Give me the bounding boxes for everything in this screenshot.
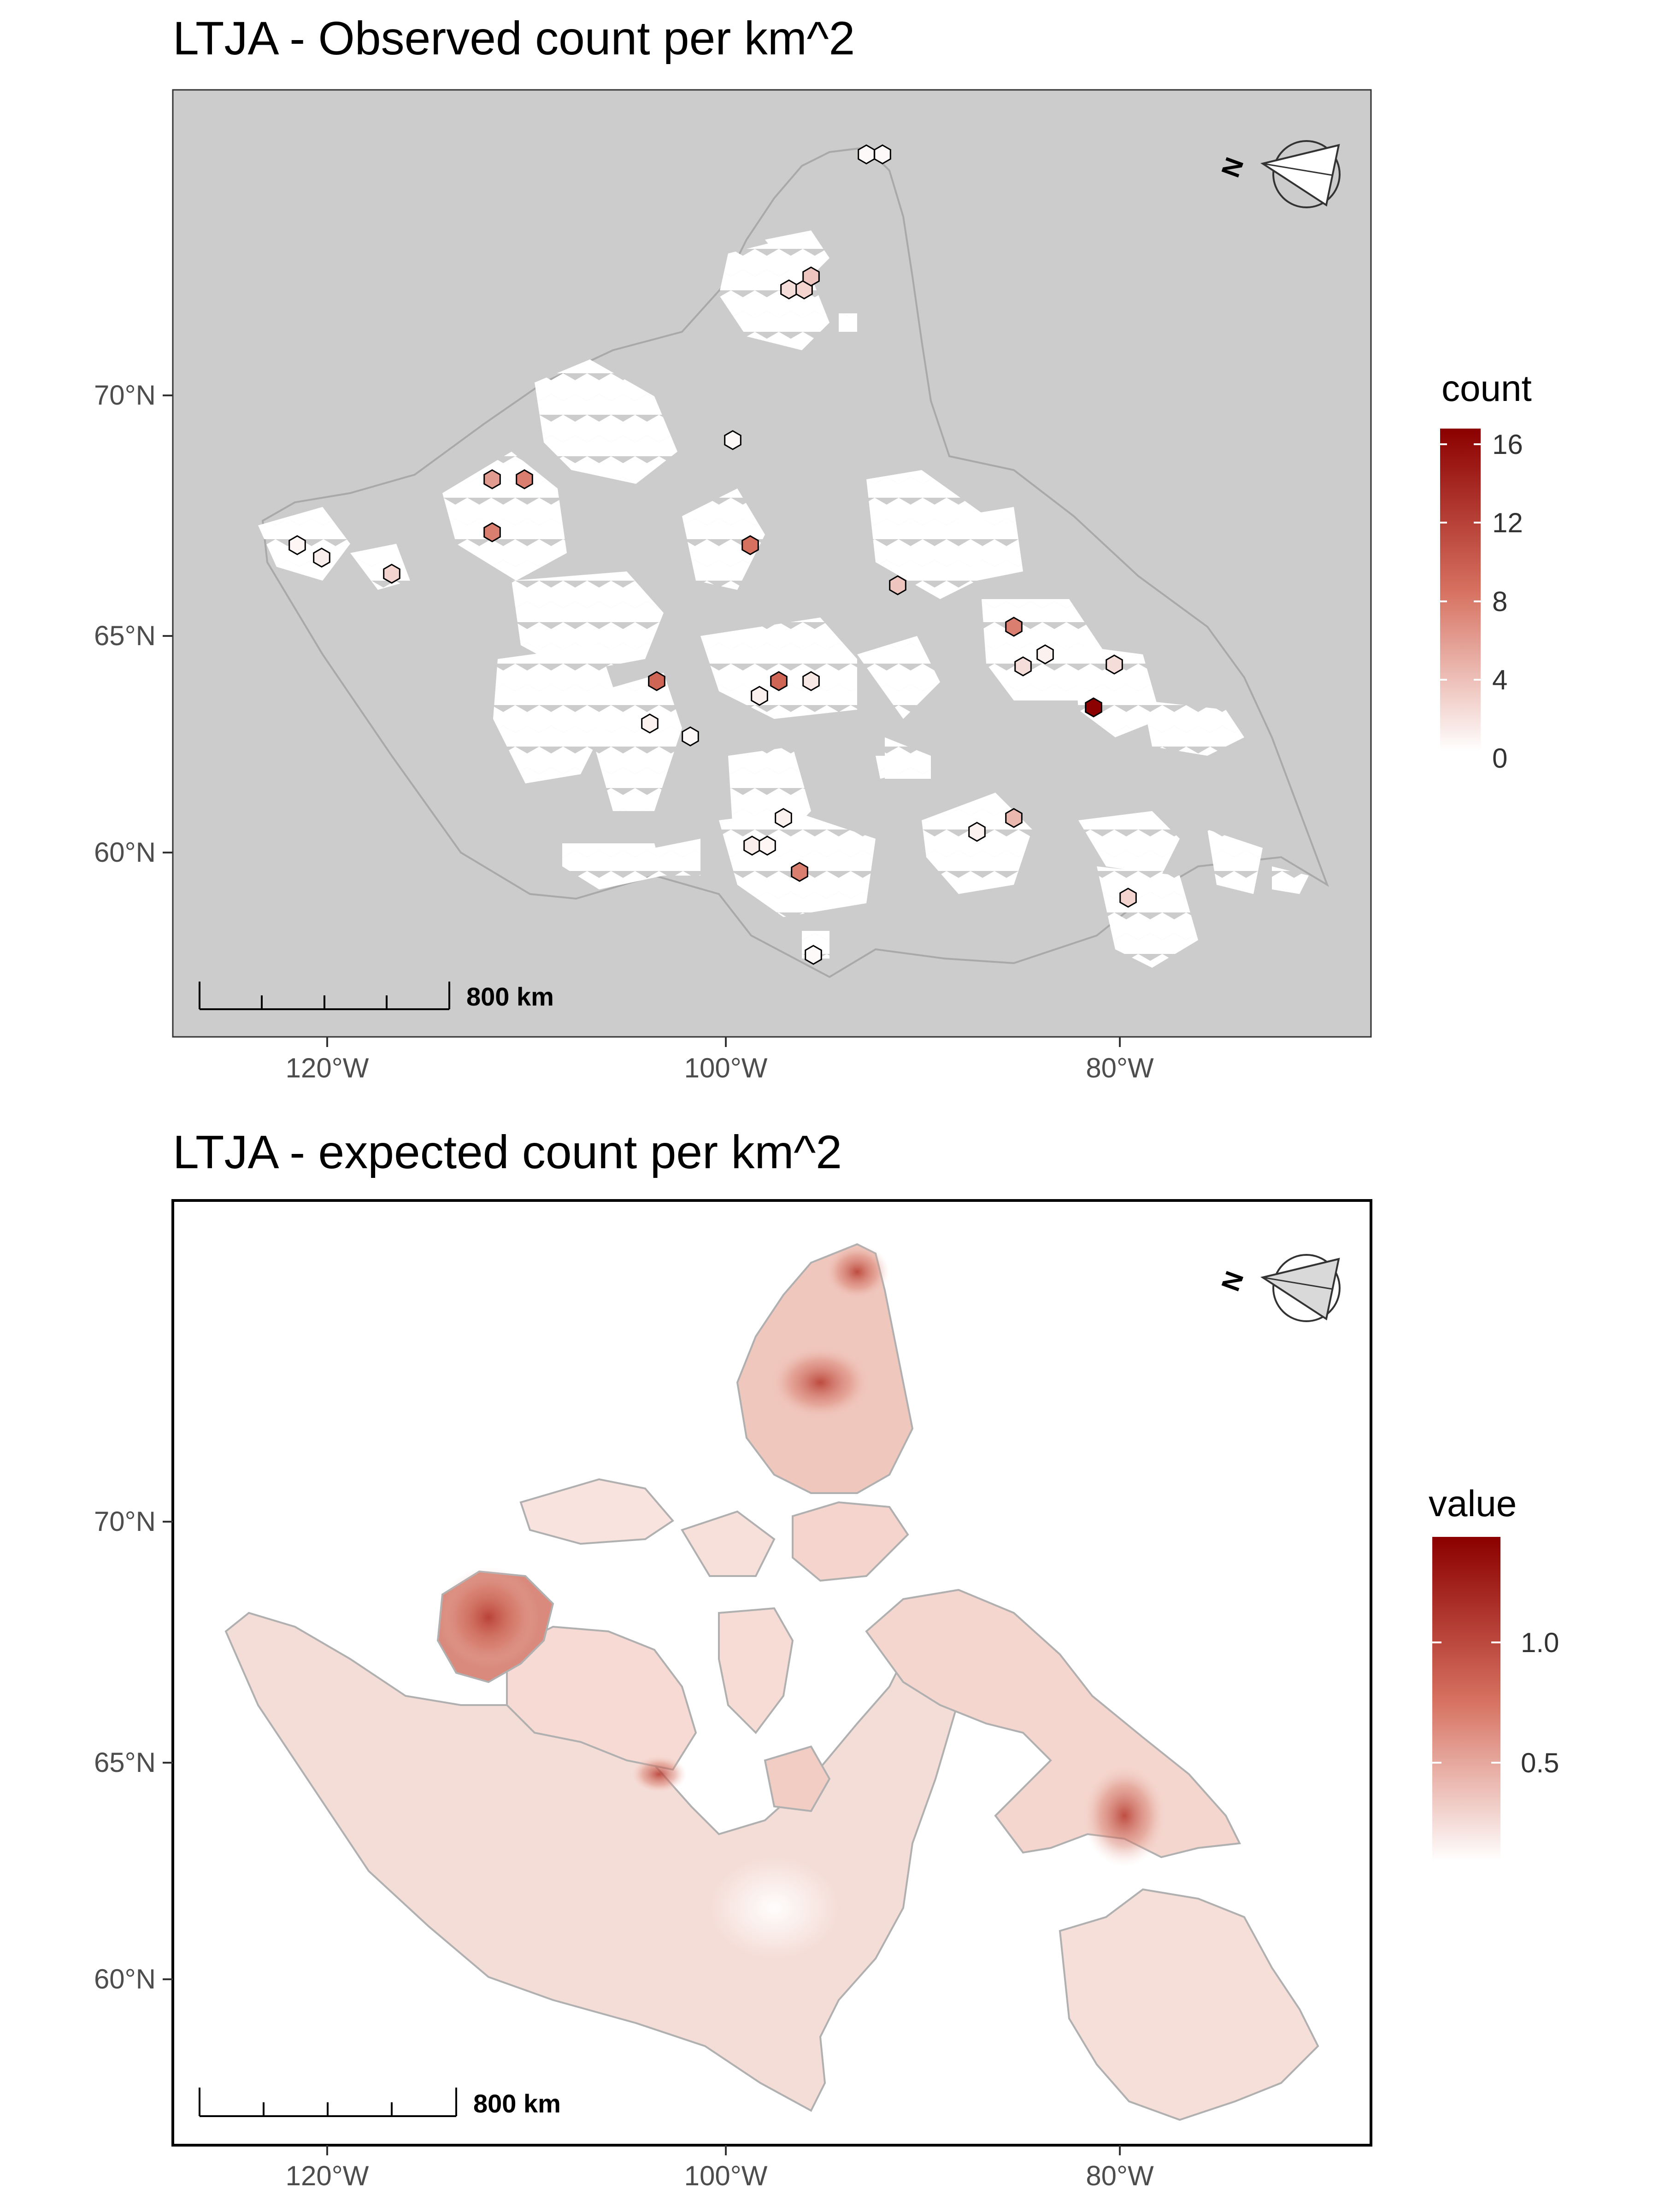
hotspot <box>438 1567 539 1668</box>
observed-point <box>1014 656 1032 677</box>
observed-point <box>516 469 533 489</box>
observed-point <box>751 686 768 706</box>
panel-title: LTJA - Observed count per km^2 <box>173 12 855 65</box>
observed-point <box>805 945 822 965</box>
legend-label: 12 <box>1492 507 1523 538</box>
legend: count 16 12 8 4 0 <box>1440 368 1532 774</box>
land-qe-islands <box>519 1478 674 1545</box>
observed-point <box>775 808 792 828</box>
x-axis: 120°W 100°W 80°W <box>286 2145 1154 2191</box>
north-arrow-circle <box>1272 1254 1341 1322</box>
scale-bar <box>199 982 450 1010</box>
x-axis: 120°W 100°W 80°W <box>286 1037 1154 1083</box>
y-axis: 70°N 65°N 60°N <box>94 1506 173 1994</box>
observed-point <box>874 144 891 165</box>
legend-label: 4 <box>1492 665 1507 695</box>
observed-point <box>791 862 808 882</box>
legend-label: 16 <box>1492 429 1523 460</box>
observed-point <box>483 469 501 489</box>
north-arrow-needle <box>1260 144 1340 207</box>
legend-title: value <box>1429 1483 1517 1524</box>
hotspot <box>1083 1765 1166 1866</box>
land-victoria <box>506 1625 697 1771</box>
land-qe-islands <box>681 1510 776 1577</box>
north-arrow-split <box>1262 163 1332 176</box>
observed-point <box>1005 617 1023 637</box>
observed-point <box>743 835 761 856</box>
north-arrow-needle <box>1260 1258 1340 1321</box>
coldspot <box>710 1857 839 1959</box>
observed-point <box>383 564 400 584</box>
observed-point <box>780 279 798 300</box>
x-tick-label: 120°W <box>286 2160 369 2191</box>
land-central <box>764 1745 831 1812</box>
x-tick-label: 120°W <box>286 1053 369 1083</box>
expected-panel: LTJA - expected count per km^2 N <box>94 1126 1559 2191</box>
legend-colorbar <box>1432 1537 1500 1862</box>
observed-point <box>1106 654 1123 675</box>
observed-point <box>641 713 659 734</box>
hotspot <box>770 1346 871 1419</box>
legend-ticks <box>1432 1641 1500 1764</box>
land-east <box>1059 1888 1319 2121</box>
observed-point <box>889 575 906 595</box>
x-tick-label: 80°W <box>1086 1053 1154 1083</box>
y-tick-label: 65°N <box>94 1747 156 1778</box>
observed-point <box>968 822 986 842</box>
north-arrow-circle <box>1272 140 1341 208</box>
observed-point <box>724 430 741 450</box>
x-tick-label: 100°W <box>684 1053 768 1083</box>
x-tick-label: 80°W <box>1086 2160 1154 2191</box>
north-arrow-split <box>1262 1277 1332 1290</box>
observed-panel: LTJA - Observed count per km^2 <box>94 12 1532 1083</box>
legend-title: count <box>1441 368 1532 409</box>
observed-point <box>802 266 820 287</box>
observed-point <box>770 671 788 691</box>
y-tick-label: 60°N <box>94 837 156 868</box>
legend: value 1.0 0.5 <box>1429 1483 1559 1862</box>
scale-bar-label: 800 km <box>466 982 554 1011</box>
scale-bar <box>199 2088 457 2117</box>
y-tick-label: 70°N <box>94 1506 156 1537</box>
land-outline <box>261 146 1329 978</box>
land-central <box>718 1607 794 1735</box>
observed-point <box>1119 888 1137 908</box>
observed-point <box>483 522 501 542</box>
observed-point <box>288 535 306 555</box>
legend-label: 8 <box>1492 586 1507 617</box>
x-tick-label: 100°W <box>684 2160 768 2191</box>
land-qe-islands <box>792 1501 909 1582</box>
legend-label: 1.0 <box>1521 1627 1559 1658</box>
observed-point <box>802 671 820 691</box>
observed-point <box>1036 644 1054 665</box>
hotspot <box>825 1244 889 1300</box>
observed-point <box>682 726 699 747</box>
panel-title: LTJA - expected count per km^2 <box>173 1126 842 1178</box>
observed-points <box>288 144 1137 965</box>
legend-ticks <box>1440 443 1481 681</box>
y-tick-label: 65°N <box>94 620 156 651</box>
y-tick-label: 70°N <box>94 380 156 411</box>
observed-point <box>648 671 665 691</box>
observed-point <box>1005 808 1023 828</box>
observed-point <box>759 835 776 856</box>
scale-bar-label: 800 km <box>473 2089 561 2118</box>
legend-label: 0.5 <box>1521 1747 1559 1778</box>
y-tick-label: 60°N <box>94 1964 156 1994</box>
legend-colorbar <box>1440 429 1481 751</box>
legend-label: 0 <box>1492 743 1507 774</box>
observed-point <box>858 144 875 165</box>
observed-point <box>1085 697 1102 718</box>
y-axis: 70°N 65°N 60°N <box>94 380 173 868</box>
observed-point <box>313 547 330 568</box>
hex-coverage <box>258 230 1309 968</box>
hotspot <box>631 1756 687 1793</box>
observed-point <box>741 535 759 555</box>
